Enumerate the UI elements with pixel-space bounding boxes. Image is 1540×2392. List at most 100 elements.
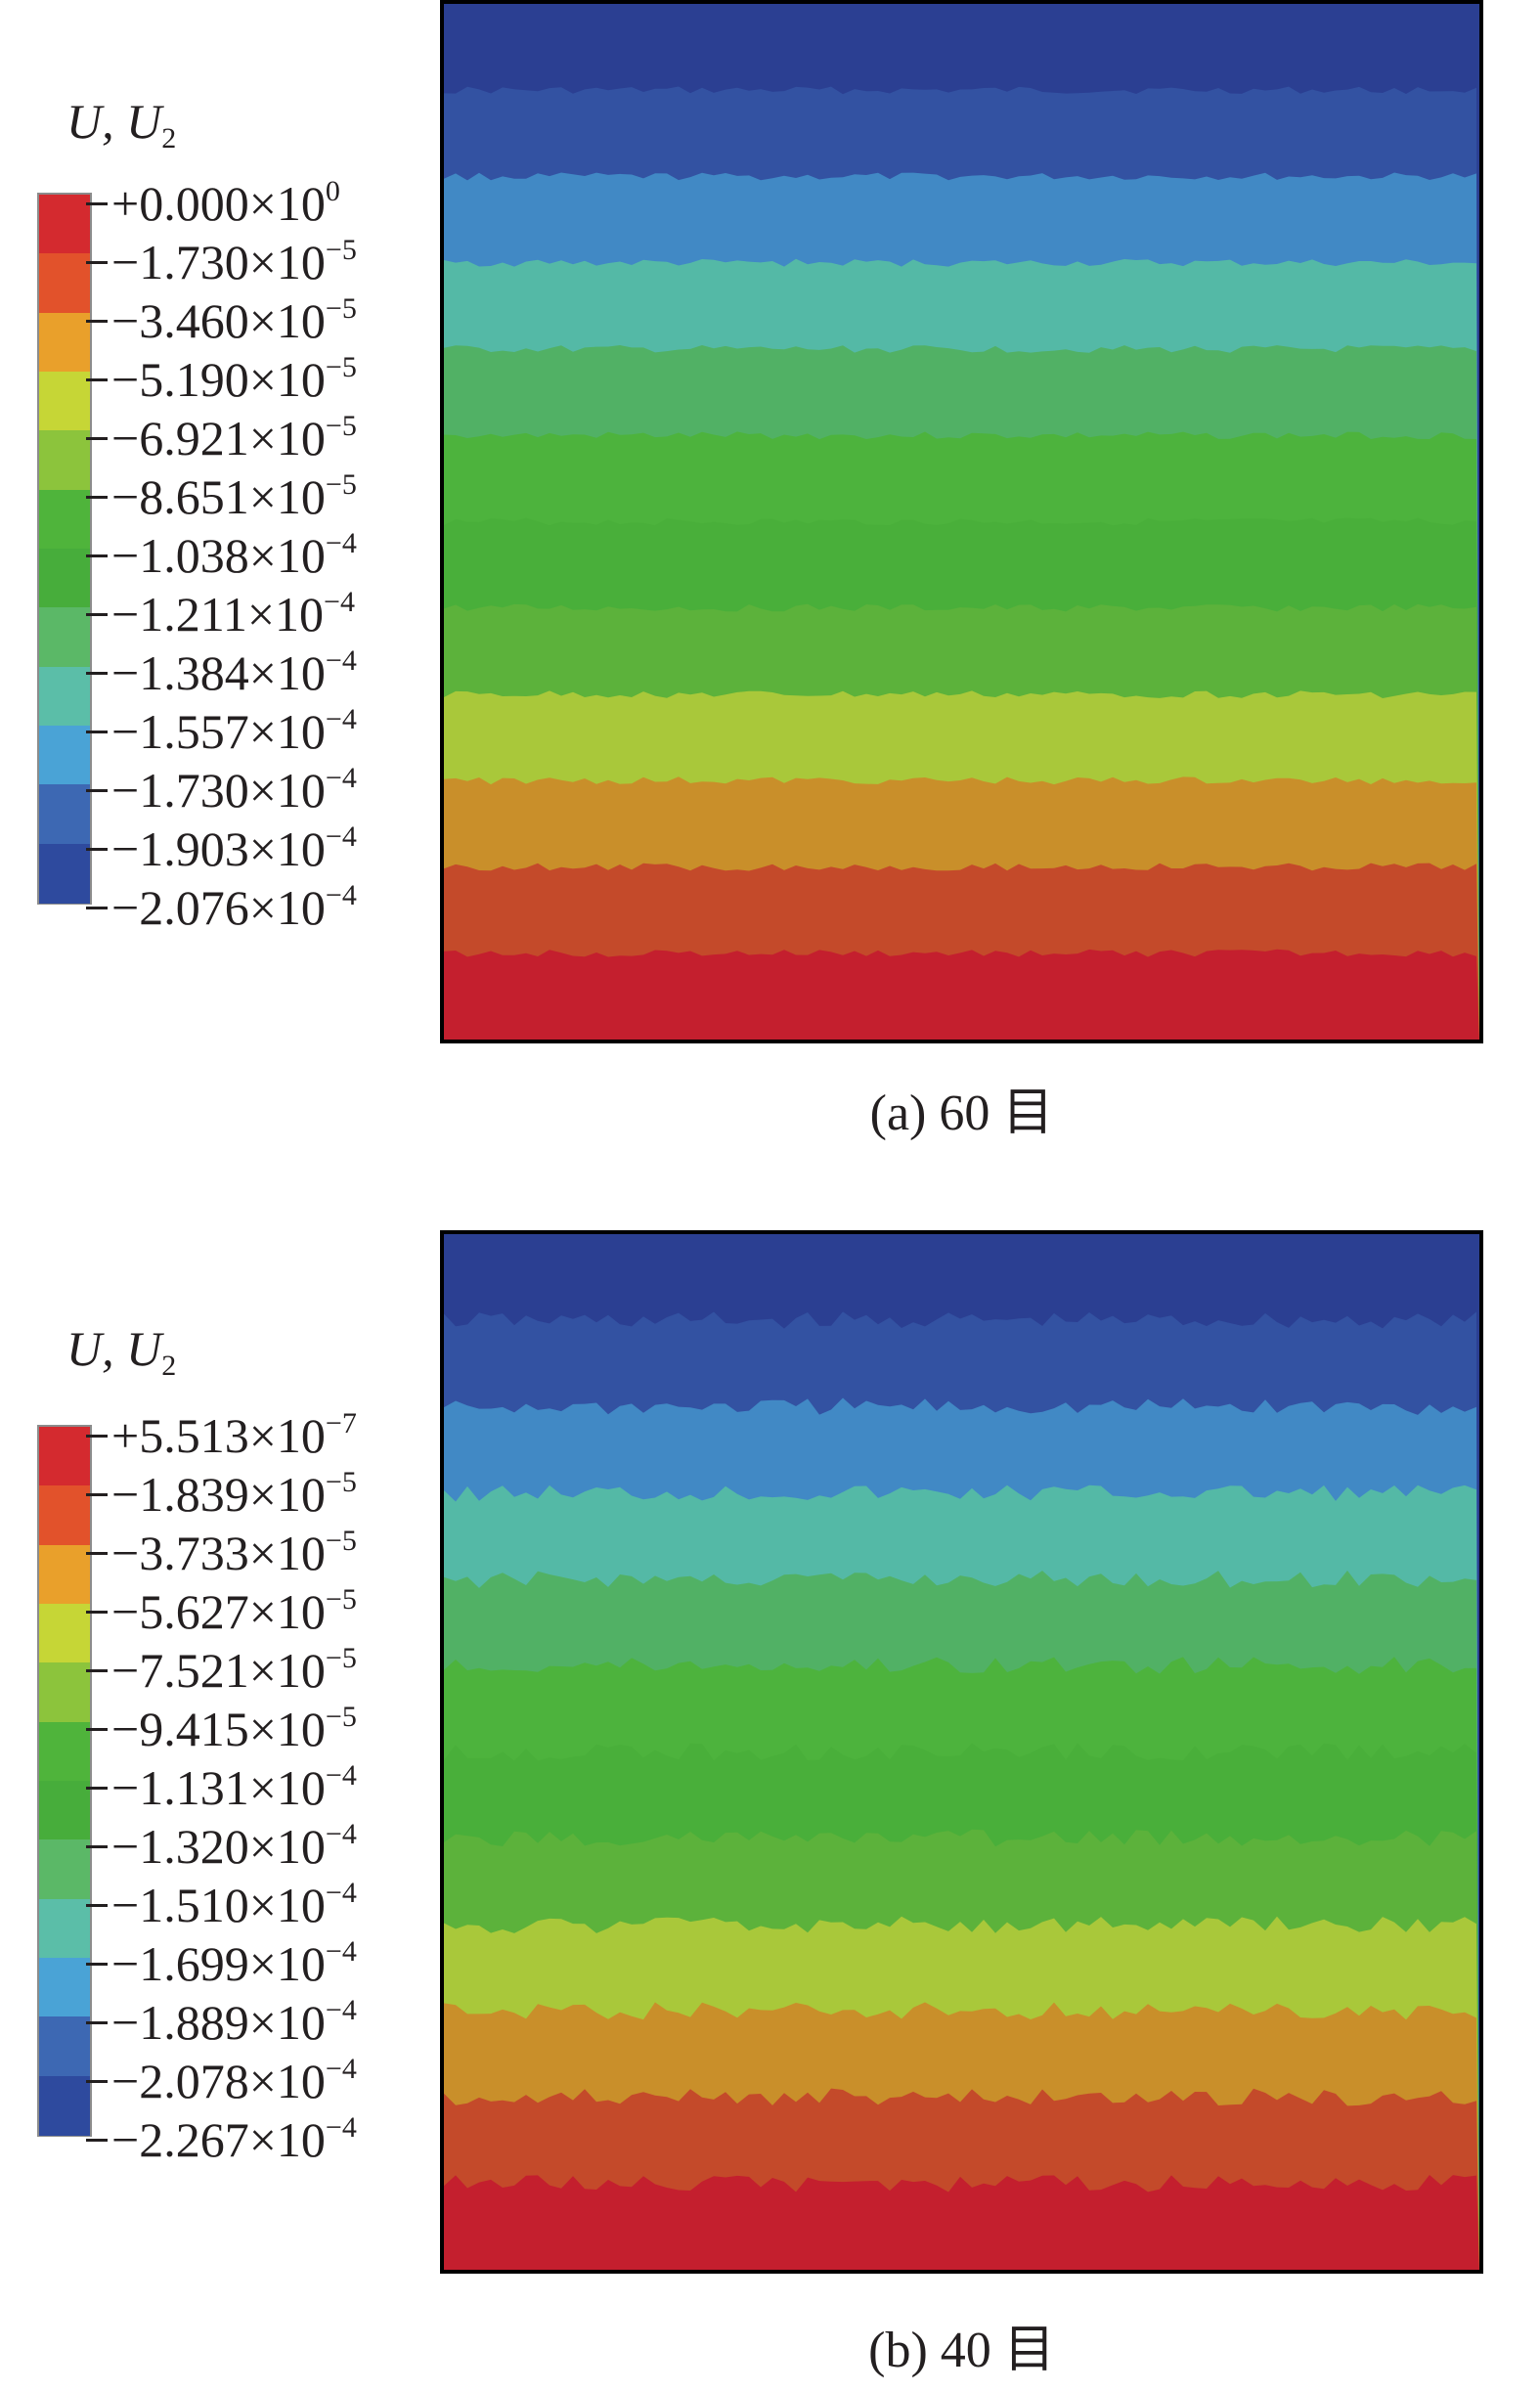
colorbar-swatch bbox=[39, 666, 90, 727]
colorbar bbox=[37, 193, 92, 905]
label-exponent: −4 bbox=[325, 1759, 357, 1792]
colorbar-tick bbox=[86, 202, 108, 205]
colorbar-label: −1.903×10−4 bbox=[111, 821, 357, 876]
colorbar-swatch bbox=[39, 1781, 90, 1841]
colorbar-tick bbox=[86, 672, 108, 675]
colorbar-label: −1.510×10−4 bbox=[111, 1878, 357, 1932]
colorbar-label: −1.038×10−4 bbox=[111, 528, 357, 583]
colorbar-tick bbox=[86, 1611, 108, 1614]
colorbar-label: −2.267×10−4 bbox=[111, 2112, 357, 2167]
contour-band bbox=[444, 2175, 1479, 2270]
colorbar-swatch bbox=[39, 1958, 90, 2018]
colorbar-tick bbox=[86, 907, 108, 909]
colorbar-label: −5.627×10−5 bbox=[111, 1584, 357, 1639]
colorbar-tick bbox=[86, 261, 108, 264]
label-exponent: −5 bbox=[325, 410, 357, 442]
colorbar-tick bbox=[86, 613, 108, 616]
colorbar-swatch bbox=[39, 2075, 90, 2136]
colorbar-swatch bbox=[39, 372, 90, 432]
label-mantissa: −9.415×10 bbox=[111, 1702, 326, 1756]
colorbar-label: −1.211×10−4 bbox=[111, 587, 355, 642]
colorbar-tick bbox=[86, 378, 108, 381]
colorbar-tick bbox=[86, 2139, 108, 2142]
colorbar-label: −3.733×10−5 bbox=[111, 1525, 357, 1580]
colorbar-swatch bbox=[39, 1721, 90, 1782]
colorbar-label: −1.889×10−4 bbox=[111, 1995, 357, 2050]
colorbar-tick bbox=[86, 1669, 108, 1672]
contour-band bbox=[444, 949, 1479, 1040]
colorbar-label: −3.460×10−5 bbox=[111, 294, 357, 346]
label-mantissa: +5.513×10 bbox=[111, 1408, 326, 1463]
label-mantissa: −6.921×10 bbox=[111, 411, 326, 465]
colorbar-swatch bbox=[39, 1662, 90, 1723]
colorbar-label: −7.521×10−5 bbox=[111, 1643, 357, 1698]
label-mantissa: −3.733×10 bbox=[111, 1526, 326, 1580]
label-exponent: −4 bbox=[325, 1935, 357, 1968]
label-mantissa: −2.267×10 bbox=[111, 2112, 326, 2167]
label-mantissa: −1.211×10 bbox=[111, 587, 325, 642]
label-exponent: −5 bbox=[325, 1466, 357, 1498]
colorbar-swatch bbox=[39, 549, 90, 609]
colorbar-label: −1.699×10−4 bbox=[111, 1936, 357, 1991]
label-exponent: −4 bbox=[324, 586, 355, 618]
colorbar-swatch bbox=[39, 726, 90, 786]
colorbar-swatch bbox=[39, 607, 90, 668]
label-exponent: −4 bbox=[325, 2053, 357, 2085]
figure-caption: (a) 60 目 bbox=[869, 1085, 1054, 1141]
colorbar-tick bbox=[86, 789, 108, 792]
colorbar-swatch bbox=[39, 1485, 90, 1546]
label-exponent: −5 bbox=[325, 1642, 357, 1674]
colorbar-label: −1.131×10−4 bbox=[111, 1760, 357, 1815]
displacement-contour-plot bbox=[440, 0, 1483, 1043]
colorbar-tick bbox=[86, 1904, 108, 1907]
label-mantissa: −1.903×10 bbox=[111, 821, 326, 876]
colorbar-tick bbox=[86, 2021, 108, 2024]
label-mantissa: −1.131×10 bbox=[111, 1760, 326, 1815]
colorbar-swatch bbox=[39, 1604, 90, 1664]
label-mantissa: −1.889×10 bbox=[111, 1995, 326, 2050]
colorbar-tick bbox=[86, 1552, 108, 1555]
colorbar-swatch bbox=[39, 195, 90, 255]
colorbar-swatch bbox=[39, 1898, 90, 1959]
label-mantissa: −1.730×10 bbox=[111, 763, 326, 818]
label-mantissa: −1.384×10 bbox=[111, 645, 326, 700]
label-mantissa: −1.038×10 bbox=[111, 528, 326, 583]
colorbar-label: −5.190×10−5 bbox=[111, 353, 357, 405]
colorbar-tick bbox=[86, 437, 108, 440]
colorbar-tick bbox=[86, 496, 108, 499]
colorbar-label: +0.000×100 bbox=[111, 176, 340, 231]
colorbar-label: −9.415×10−5 bbox=[111, 1702, 357, 1756]
colorbar-swatch bbox=[39, 784, 90, 845]
label-mantissa: −1.699×10 bbox=[111, 1936, 326, 1991]
label-mantissa: +0.000×10 bbox=[111, 176, 326, 231]
colorbar-label: −8.651×10−5 bbox=[111, 470, 357, 522]
contour-bands bbox=[444, 4, 1479, 1040]
label-mantissa: −1.839×10 bbox=[111, 1467, 326, 1522]
label-exponent: −5 bbox=[325, 351, 357, 383]
colorbar-label: −6.921×10−5 bbox=[111, 411, 357, 465]
colorbar-label: −1.730×10−4 bbox=[111, 763, 357, 818]
label-mantissa: −5.627×10 bbox=[111, 1584, 326, 1639]
label-exponent: −5 bbox=[325, 1701, 357, 1733]
label-exponent: −4 bbox=[325, 527, 357, 559]
label-mantissa: −1.510×10 bbox=[111, 1878, 326, 1932]
colorbar-tick bbox=[86, 1845, 108, 1848]
colorbar-label: +5.513×10−7 bbox=[111, 1408, 357, 1463]
colorbar-swatch bbox=[39, 489, 90, 550]
label-exponent: 0 bbox=[325, 175, 340, 207]
colorbar-swatch bbox=[39, 843, 90, 904]
label-exponent: −5 bbox=[325, 1525, 357, 1557]
label-exponent: −7 bbox=[325, 1407, 357, 1440]
colorbar-swatch bbox=[39, 1427, 90, 1487]
colorbar-swatch bbox=[39, 253, 90, 314]
colorbar-swatch bbox=[39, 2016, 90, 2077]
label-exponent: −5 bbox=[325, 292, 357, 325]
label-exponent: −4 bbox=[325, 762, 357, 794]
colorbar bbox=[37, 1425, 92, 2137]
colorbar-tick bbox=[86, 1435, 108, 1438]
label-exponent: −5 bbox=[325, 1583, 357, 1616]
label-mantissa: −1.320×10 bbox=[111, 1819, 326, 1874]
colorbar-tick bbox=[86, 731, 108, 733]
label-mantissa: −7.521×10 bbox=[111, 1643, 326, 1698]
label-mantissa: −2.078×10 bbox=[111, 2054, 326, 2108]
